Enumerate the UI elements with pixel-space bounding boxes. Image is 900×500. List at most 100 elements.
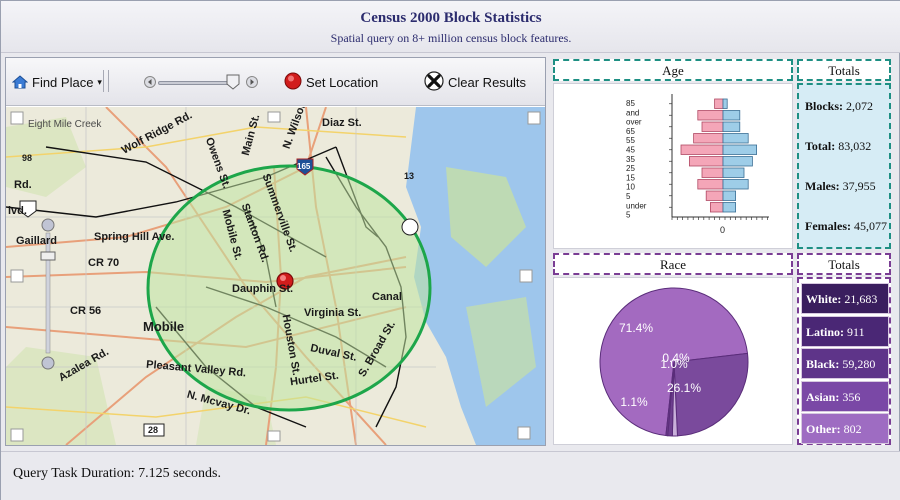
map-zoom-slider[interactable] [40,218,56,370]
dropdown-caret-icon: ▾ [97,76,102,87]
map-label: CR 70 [88,257,120,269]
map-label: Mobile [143,319,185,334]
age-bar-female [701,167,724,178]
set-location-button[interactable]: Set Location [284,72,378,92]
totals-total: Total: 83,032 [805,139,872,153]
map-label: lvd. [8,205,27,217]
age-bar-male [722,156,753,167]
race-panel-title: Race [553,253,793,275]
age-y-label: 55 [626,136,635,145]
map-panel: Find Place ▾ Set Location [5,57,546,446]
status-bar: Query Task Duration: 7.125 seconds. [1,451,900,500]
age-y-label: 15 [626,173,635,182]
toolbar-divider [108,70,109,92]
race-total-value: 911 [844,324,865,339]
race-total-label: Black: [806,357,840,371]
status-text: Query Task Duration: 7.125 seconds. [13,466,221,481]
age-bar-female [680,144,724,155]
find-place-label: Find Place [32,74,94,90]
age-y-label: over [626,118,642,127]
zoom-slider-thumb[interactable] [226,74,240,90]
age-y-label: 35 [626,155,635,164]
map-label: Gaillard [16,235,57,247]
map-label: CR 56 [70,305,102,317]
race-total-item: Latino: 911 [801,315,889,347]
age-bar-female [709,202,724,213]
age-bar-female [693,133,724,144]
race-pie-label: 1.0% [660,357,688,371]
map-label: Spring Hill Ave. [94,231,175,243]
route-shield-label: 98 [22,153,33,163]
race-pie-label: 0.4% [662,351,690,365]
race-pie: 71.4% 26.1% 1.1% 1.0%0.4% [599,287,749,437]
age-bar-male [722,167,745,178]
age-bar-female [688,156,724,167]
map-label: Dauphin St. [232,283,294,295]
age-totals-panel: Blocks: 2,072 Total: 83,032 Males: 37,95… [797,83,891,249]
age-y-label: 85 [626,99,635,108]
map-label: Diaz St. [322,117,362,129]
race-total-label: White: [806,292,842,306]
map-graphic [6,107,545,445]
race-totals-title: Totals [797,253,891,275]
map-nav-controls[interactable] [10,111,541,442]
map-label: Rd. [14,179,32,191]
race-pie-slice [665,361,675,437]
race-total-value: 59,280 [839,357,876,371]
age-y-label: 5 [626,192,631,201]
race-total-label: Latino: [806,324,845,339]
race-total-item: Other: 802 [801,413,889,444]
age-x-label: 0 [720,225,725,235]
race-totals-panel: White: 21,683 Latino: 911 Black: 59,280 Asi… [797,277,891,445]
age-bar-male [722,110,741,121]
age-chart: 85 and over 65 55 45 35 25 15 10 5 under 5 0 [553,83,793,249]
age-y-label: 45 [626,146,635,155]
age-y-label: and [626,108,639,117]
race-pie-slice [673,352,749,437]
race-total-item: White: 21,683 [801,283,889,314]
home-icon [12,75,28,89]
clear-results-label: Clear Results [448,74,527,90]
find-place-button[interactable]: Find Place ▾ [12,72,102,92]
age-y-label: under [626,201,647,210]
age-bar-female [701,121,724,132]
totals-males: Males: 37,955 [805,179,876,193]
race-pie-label: 1.1% [620,395,648,409]
age-y-label: 25 [626,164,635,173]
record-icon [284,72,302,93]
page-subtitle: Spatial query on 8+ million census block… [330,31,572,45]
totals-blocks: Blocks: 2,072 [805,99,874,113]
map-label: Eight Mile Creek [28,119,102,130]
age-bar-male [722,202,737,213]
age-totals-title: Totals [797,59,891,81]
map-toolbar: Find Place ▾ Set Location [6,58,545,106]
slider-left-arrow-icon[interactable] [144,76,156,88]
age-y-label: 5 [626,211,631,220]
race-total-label: Other: [806,422,841,436]
route-shield-label: 165 [297,162,311,171]
toolbar-divider [103,70,104,92]
race-pie-label: 71.4% [619,321,653,335]
route-shield-label: 13 [404,171,415,181]
age-y-label: 65 [626,127,635,136]
age-bar-female [697,110,724,121]
age-bar-female [697,179,724,190]
page-title: Census 2000 Block Statistics [360,10,542,26]
age-bar-female [714,98,724,109]
header: Census 2000 Block Statistics Spatial que… [1,1,900,53]
race-total-value: 21,683 [841,292,878,306]
age-bar-male [722,179,749,190]
map-canvas[interactable]: Eight Mile Creek Wolf Ridge Rd. Diaz St.… [6,107,545,445]
totals-females: Females: 45,077 [805,219,887,233]
age-y-label: 10 [626,183,635,192]
slider-right-arrow-icon[interactable] [246,76,258,88]
clear-results-button[interactable]: Clear Results [424,70,527,92]
race-chart: 71.4% 26.1% 1.1% 1.0% 0.4% [553,277,793,445]
race-total-item: Asian: 356 [801,380,889,412]
age-panel-title: Age [553,59,793,81]
race-total-value: 356 [839,389,861,404]
race-total-label: Asian: [806,389,840,404]
age-bar-male [722,144,757,155]
map-label: Virginia St. [304,307,362,319]
